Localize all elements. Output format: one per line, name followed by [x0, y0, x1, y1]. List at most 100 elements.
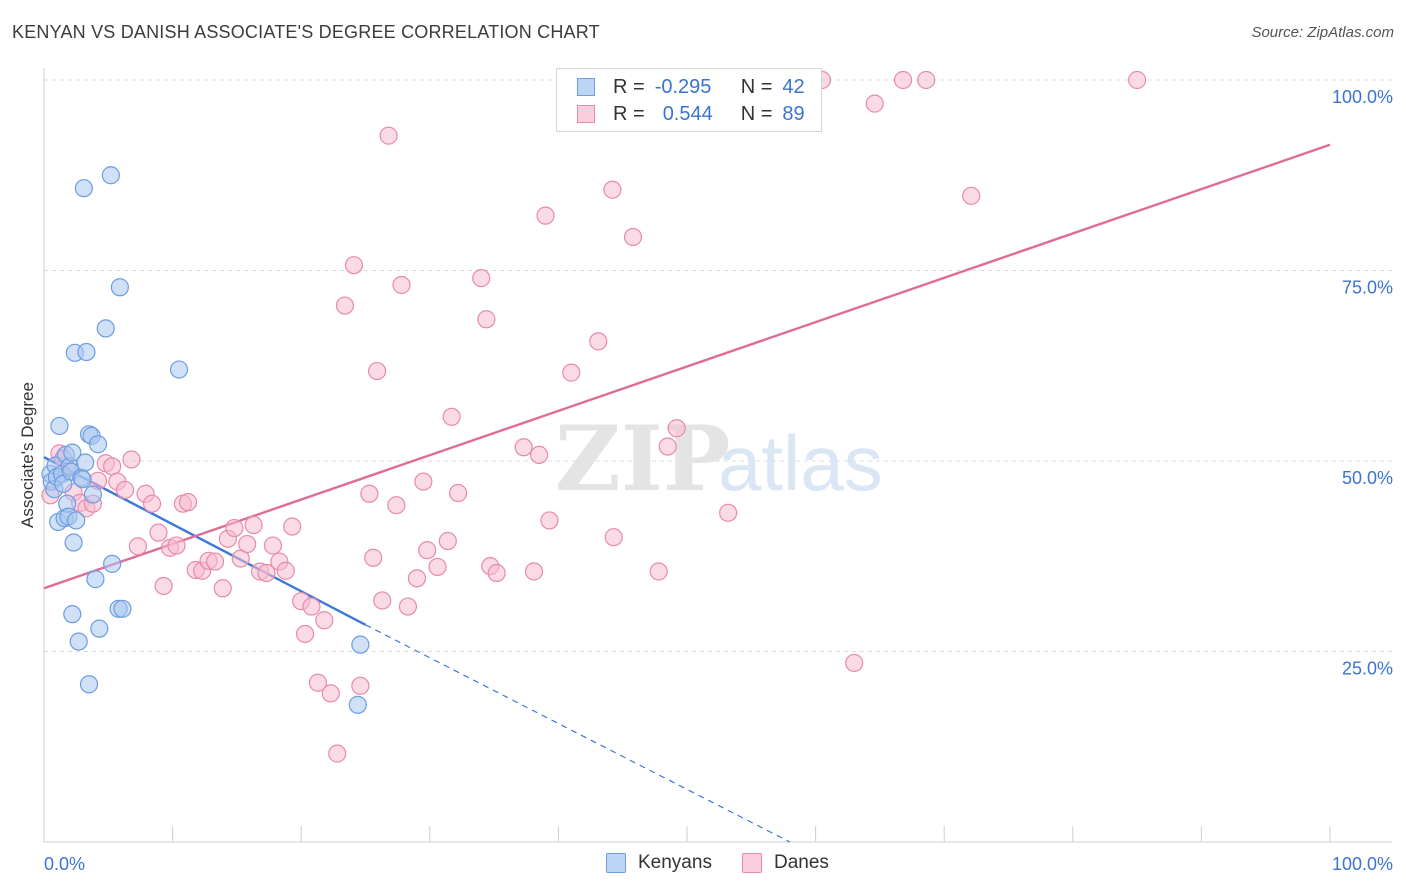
kenyans-point	[63, 443, 82, 462]
danes-point	[103, 457, 122, 476]
kenyans-point	[73, 470, 92, 489]
danes-point	[178, 493, 198, 512]
kenyans-point	[67, 511, 86, 530]
r-value-danes: 0.544	[662, 102, 713, 125]
r-label: R =	[613, 75, 645, 98]
kenyans-point	[69, 632, 88, 651]
y-tick-label: 25.0%	[1342, 659, 1393, 679]
r-value-kenyans: -0.295	[654, 75, 712, 98]
n-value-kenyans: 42	[782, 75, 805, 98]
danes-point	[238, 534, 257, 554]
danes-point	[335, 296, 355, 315]
watermark: ZIP atlas	[555, 406, 883, 512]
danes-point	[373, 591, 392, 610]
danes-point	[603, 180, 622, 199]
danes-point	[514, 438, 533, 457]
danes-point	[149, 523, 168, 542]
danes-point	[154, 576, 173, 596]
danes-swatch	[577, 105, 595, 123]
danes-point	[276, 561, 295, 580]
danes-point	[917, 70, 936, 90]
danes-point	[407, 569, 427, 588]
danes-point	[302, 597, 321, 616]
gridlines	[44, 79, 1392, 652]
danes-point	[257, 563, 276, 583]
y-tick-label: 50.0%	[1342, 468, 1393, 488]
danes-point	[398, 597, 418, 616]
chart-source: Source: ZipAtlas.com	[1251, 24, 1394, 41]
data-points	[41, 70, 1147, 763]
kenyans-point	[101, 166, 120, 185]
danes-point	[845, 653, 864, 673]
danes-point	[414, 472, 433, 491]
danes-point	[865, 94, 884, 113]
kenyans-point	[86, 570, 105, 589]
danes-point	[1127, 70, 1147, 90]
y-tick-label: 75.0%	[1342, 278, 1393, 298]
danes-point	[893, 70, 913, 90]
danes-point	[658, 437, 677, 456]
danes-point	[122, 450, 141, 469]
danes-point	[418, 541, 437, 560]
danes-point	[364, 548, 383, 567]
kenyans-point	[90, 619, 109, 638]
kenyans-legend-label: Kenyans	[638, 852, 712, 873]
legend-item-kenyans: Kenyans	[606, 852, 712, 874]
kenyans-point	[50, 416, 69, 436]
danes-point	[244, 515, 263, 535]
kenyans-point	[351, 635, 370, 654]
danes-point	[530, 445, 549, 465]
danes-point	[962, 186, 981, 205]
kenyans-point	[96, 319, 115, 338]
legend-row-kenyans: R = -0.295 N = 42	[577, 74, 805, 100]
danes-point	[367, 361, 387, 381]
danes-point	[540, 511, 559, 530]
kenyans-point	[113, 599, 132, 618]
danes-point	[351, 676, 370, 695]
danes-point	[562, 363, 581, 382]
kenyans-point	[63, 605, 82, 624]
danes-legend-label: Danes	[774, 852, 829, 873]
kenyans-point	[77, 342, 96, 362]
series-legend: Kenyans Danes	[0, 852, 1406, 878]
stats-legend: R = -0.295 N = 42 R = 0.544 N = 89	[556, 68, 822, 132]
watermark-atlas: atlas	[718, 419, 883, 507]
n-value-danes: 89	[782, 102, 805, 125]
kenyans-point	[169, 360, 189, 379]
danes-point	[295, 624, 315, 644]
danes-point	[392, 275, 411, 295]
danes-point	[308, 673, 328, 692]
danes-point	[428, 557, 447, 577]
n-label: N =	[740, 75, 773, 98]
danes-point	[667, 419, 686, 438]
tick-labels: 25.0% 50.0% 75.0% 100.0% 0.0% 100.0%	[44, 87, 1393, 874]
danes-point	[205, 552, 225, 571]
kenyans-point	[83, 485, 102, 504]
danes-point	[213, 579, 232, 598]
danes-point	[472, 269, 491, 288]
kenyans-point	[110, 278, 129, 297]
danes-point	[387, 496, 406, 515]
n-label: N =	[740, 102, 773, 125]
kenyans-point	[76, 453, 95, 472]
danes-point	[328, 744, 347, 763]
danes-point	[649, 562, 668, 581]
chart-title: KENYAN VS DANISH ASSOCIATE'S DEGREE CORR…	[12, 22, 600, 42]
kenyans-legend-swatch	[606, 853, 626, 873]
danes-point	[344, 256, 364, 275]
danes-point	[524, 562, 544, 581]
danes-legend-swatch	[742, 853, 762, 873]
kenyans-point	[64, 533, 83, 552]
r-label: R =	[613, 102, 645, 125]
kenyans-point	[79, 675, 99, 694]
danes-trend-line	[43, 143, 1331, 590]
danes-point	[225, 518, 244, 538]
danes-point	[604, 528, 623, 547]
danes-point	[442, 407, 461, 426]
kenyans-point	[348, 695, 367, 714]
kenyans-point	[103, 554, 122, 573]
watermark-zip: ZIP	[555, 406, 730, 512]
x-tick-label-right: 100.0%	[1332, 854, 1393, 874]
x-tick-label-left: 0.0%	[44, 854, 85, 874]
